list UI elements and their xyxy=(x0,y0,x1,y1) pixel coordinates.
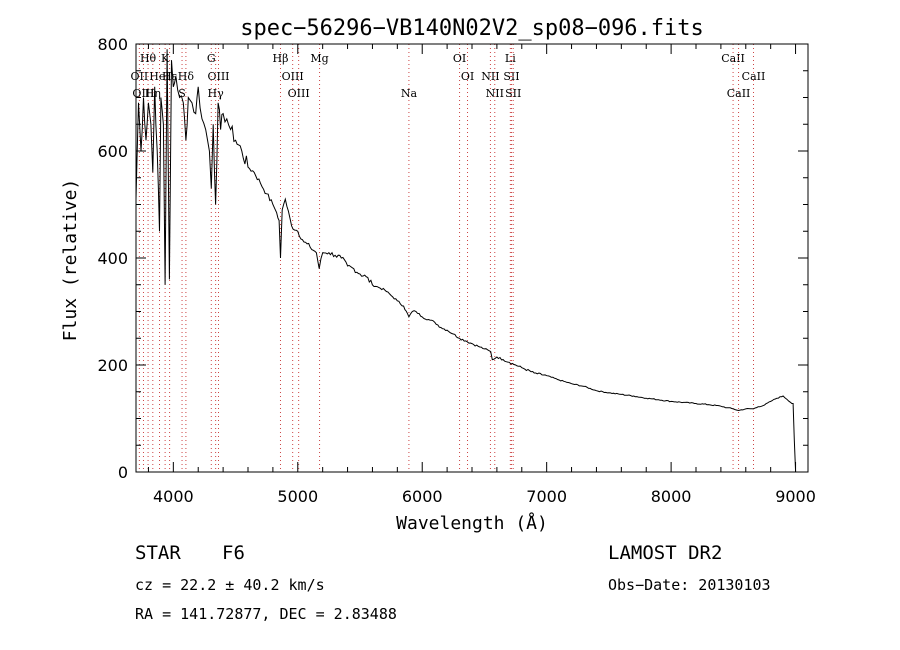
marker-label-2: G xyxy=(207,52,216,65)
marker-label-14: OI xyxy=(461,70,474,83)
coordinates: RA = 141.72877, DEC = 2.83488 xyxy=(135,605,397,623)
x-tick-label-1: 5000 xyxy=(277,487,318,506)
y-tick-label-1: 200 xyxy=(97,356,128,375)
marker-label-0: Hθ xyxy=(140,52,157,65)
x-tick-label-2: 6000 xyxy=(402,487,443,506)
marker-label-25: SII xyxy=(505,87,521,100)
marker-label-7: CaII xyxy=(721,52,745,65)
x-tick-label-0: 4000 xyxy=(153,487,194,506)
marker-label-18: OIII xyxy=(132,87,154,100)
marker-label-24: NII xyxy=(486,87,504,100)
y-tick-label-4: 800 xyxy=(97,35,128,54)
marker-label-9: HeI xyxy=(149,70,169,83)
y-axis-label: Flux (relative) xyxy=(60,179,81,342)
marker-label-16: SII xyxy=(503,70,519,83)
marker-label-21: Hγ xyxy=(208,87,225,100)
marker-label-23: Na xyxy=(401,87,418,100)
object-type: STAR xyxy=(135,542,181,564)
x-tick-label-3: 7000 xyxy=(526,487,567,506)
redshift-value: cz = 22.2 ± 40.2 km/s xyxy=(135,576,325,594)
marker-label-22: OIII xyxy=(288,87,310,100)
y-tick-label-2: 400 xyxy=(97,249,128,268)
y-tick-label-3: 600 xyxy=(97,142,128,161)
marker-label-13: OIII xyxy=(282,70,304,83)
plot-frame xyxy=(135,43,809,473)
x-axis-label: Wavelength (Å) xyxy=(396,512,548,534)
obs-date: Obs−Date: 20130103 xyxy=(608,576,771,594)
spectral-class: F6 xyxy=(222,542,245,564)
marker-label-10: Hε xyxy=(162,70,178,83)
chart-title: spec−56296−VB140N02V2_sp08−096.fits xyxy=(240,16,704,41)
marker-label-4: Mg xyxy=(310,52,328,65)
marker-label-11: Hδ xyxy=(178,70,195,83)
marker-label-17: CaII xyxy=(742,70,766,83)
x-tick-label-5: 9000 xyxy=(775,487,816,506)
marker-label-20: S xyxy=(178,87,186,100)
axis-ticks: 4000 5000 6000 7000 8000 9000 0 200 400 600 800 xyxy=(97,35,815,506)
x-tick-label-4: 8000 xyxy=(651,487,692,506)
marker-label-6: Li xyxy=(505,52,516,65)
marker-label-19: Hη xyxy=(145,87,161,100)
marker-label-5: OI xyxy=(453,52,466,65)
marker-label-1: K xyxy=(161,52,170,65)
marker-label-3: Hβ xyxy=(273,52,289,65)
marker-label-12: OIII xyxy=(207,70,229,83)
marker-label-15: NII xyxy=(481,70,499,83)
spectrum-line xyxy=(135,49,797,473)
survey-name: LAMOST DR2 xyxy=(608,542,723,564)
marker-label-26: CaII xyxy=(727,87,751,100)
marker-label-8: OII xyxy=(131,70,149,83)
y-tick-label-0: 0 xyxy=(118,463,128,482)
